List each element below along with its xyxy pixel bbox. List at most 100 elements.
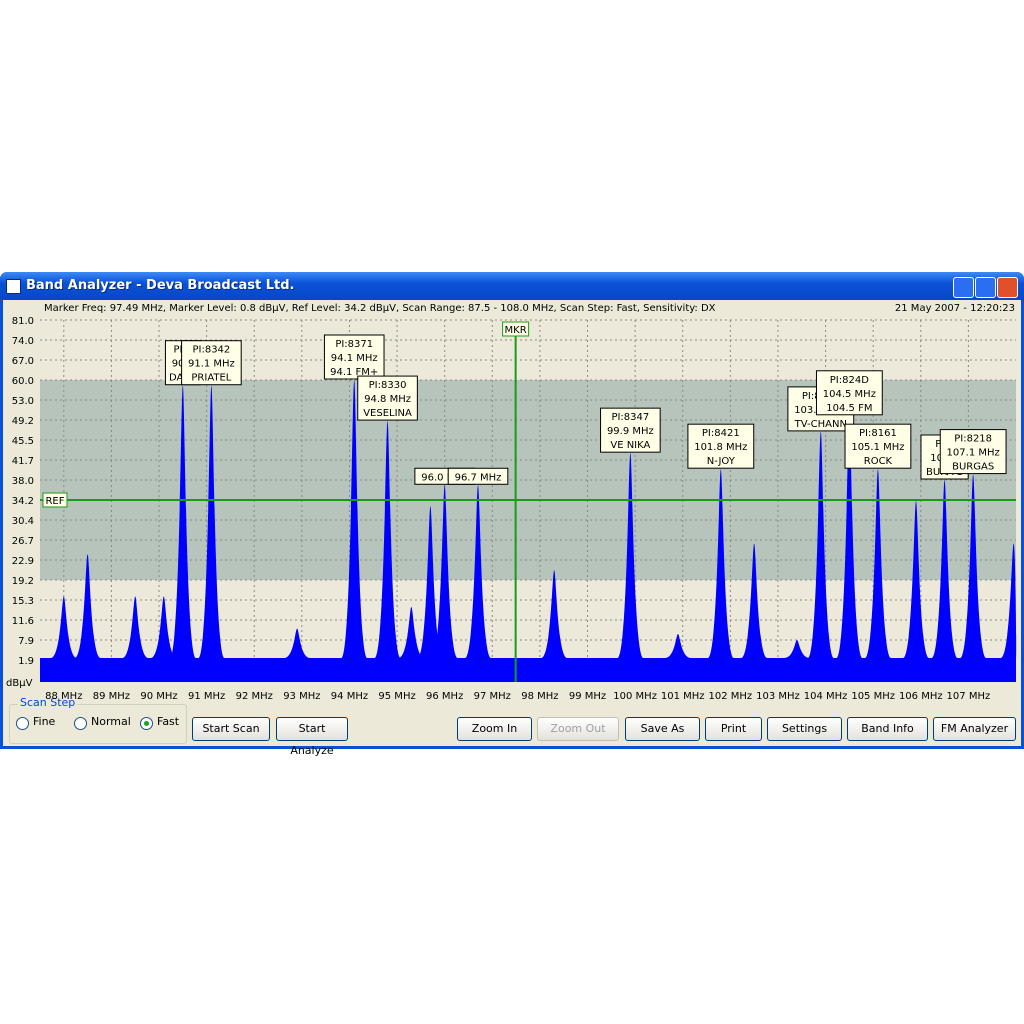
scan-step-option[interactable]: Normal [91,715,131,728]
spectrum-chart: Marker Freq: 97.49 MHz, Marker Level: 0.… [6,303,1017,702]
scan-step-radio[interactable] [16,717,29,730]
station-label-line: 104.5 FM [826,403,872,414]
station-label-line: PI:824D [830,375,869,386]
spectrum-peak [398,607,425,658]
x-tick-label: 99 MHz [569,691,606,702]
button[interactable]: Print [705,717,762,741]
button[interactable]: Start Scan [192,717,270,741]
scan-step-option[interactable]: Fine [33,715,56,728]
status-datetime: 21 May 2007 - 12:20:23 [895,303,1015,314]
x-tick-label: 89 MHz [93,691,130,702]
close-button[interactable] [997,277,1018,298]
station-label: PI:8218 107.1 MHz BURGAS [939,429,1007,475]
y-tick-label: 11.6 [12,616,34,627]
y-tick-label: 60.0 [12,376,34,387]
spectrum-peak [931,480,958,658]
station-label-box [357,375,418,421]
station-label-box [687,423,755,469]
spectrum-peak [783,640,810,658]
y-tick-label: 74.0 [12,336,34,347]
station-label-box [815,370,883,416]
spectrum-peak [50,596,77,658]
y-tick-label: 30.4 [12,516,34,527]
y-tick-label: 26.7 [12,536,34,547]
ref-label: REF [45,496,64,507]
spectrum-peak [122,596,149,658]
station-label-line: 104.5 MHz [823,389,876,400]
spectrum-peak [465,485,492,658]
station-label-line: PI:8371 [335,339,373,350]
x-tick-label: 107 MHz [947,691,991,702]
x-tick-label: 104 MHz [804,691,848,702]
station-label-line: 94.1 FM+ [330,367,378,378]
spectrum-peak [417,506,444,658]
button[interactable]: Start Analyze [276,717,348,757]
marker-label: MKR [505,325,527,336]
button[interactable]: Band Info [847,717,928,741]
button[interactable]: Zoom In [457,717,532,741]
station-label-line: 105.1 MHz [851,442,904,453]
station-label-line: PI:8330 [369,380,407,391]
station-label-line: 107.1 MHz [947,448,1000,459]
station-label: PI:8421 101.8 MHz N-JOY [687,423,755,469]
y-unit-label: dBµV [6,678,33,689]
radio-dot [144,721,149,726]
x-tick-label: 92 MHz [236,691,273,702]
station-label-box [181,340,242,386]
y-tick-label: 67.0 [12,356,34,367]
station-label-line: 101.8 MHz [694,442,747,453]
station-label-line: 99.9 MHz [607,426,654,437]
scan-step-radio[interactable] [74,717,87,730]
spectrum-peak [431,485,458,658]
station-label-line: ROCK [864,456,893,467]
y-tick-label: 19.2 [12,576,34,587]
x-tick-label: 103 MHz [756,691,800,702]
status-info: Marker Freq: 97.49 MHz, Marker Level: 0.… [44,303,716,314]
x-tick-label: 101 MHz [661,691,705,702]
station-label-box [323,334,385,380]
station-label: PI:8330 94.8 MHz VESELINA [357,375,418,421]
spectrum-peak [150,596,177,658]
station-label-line: 94.8 MHz [364,394,411,405]
button[interactable]: Settings [767,717,842,741]
station-label: PI:8347 99.9 MHz VE NIKA [600,407,661,453]
station-label-line: 94.1 MHz [331,353,378,364]
marker-box [502,321,530,337]
station-label: PI:824D 104.5 MHz 104.5 FM [815,370,883,416]
app-icon [6,279,21,294]
spectrum-peak [707,469,734,658]
noise-floor [40,658,1016,682]
x-tick-label: 102 MHz [709,691,753,702]
x-tick-label: 97 MHz [474,691,511,702]
station-label-line: PI:8347 [611,412,649,423]
spectrum-peak [169,385,196,658]
x-tick-label: 105 MHz [851,691,895,702]
scan-step-radio[interactable] [140,717,153,730]
station-label-line: VE NIKA [610,440,650,451]
minimize-button[interactable] [953,277,974,298]
station-label-box [844,423,912,469]
window-title: Band Analyzer - Deva Broadcast Ltd. [26,278,295,293]
scan-step-group: Scan Step Fine Normal Fast [9,696,187,744]
station-label-line: TV-CHANN [794,419,847,430]
spectrum-peak [341,380,368,658]
station-label-line: BURGAS [952,462,994,473]
station-label-line: 96.7 MHz [455,472,502,483]
spectrum-peak [864,469,891,658]
y-tick-label: 49.2 [12,416,34,427]
scan-step-option[interactable]: Fast [157,715,180,728]
y-tick-label: 1.9 [18,656,34,667]
spectrum-peak [541,570,568,658]
button[interactable]: Save As [625,717,700,741]
station-label-box [600,407,661,453]
y-tick-label: 15.3 [12,596,34,607]
y-tick-label: 38.0 [12,476,34,487]
button[interactable]: FM Analyzer [933,717,1016,741]
y-tick-label: 45.5 [12,436,34,447]
station-label-line: PI:8421 [702,428,740,439]
x-tick-label: 91 MHz [188,691,225,702]
maximize-button[interactable] [975,277,996,298]
y-tick-label: 41.7 [12,456,34,467]
button: Zoom Out [537,717,619,741]
